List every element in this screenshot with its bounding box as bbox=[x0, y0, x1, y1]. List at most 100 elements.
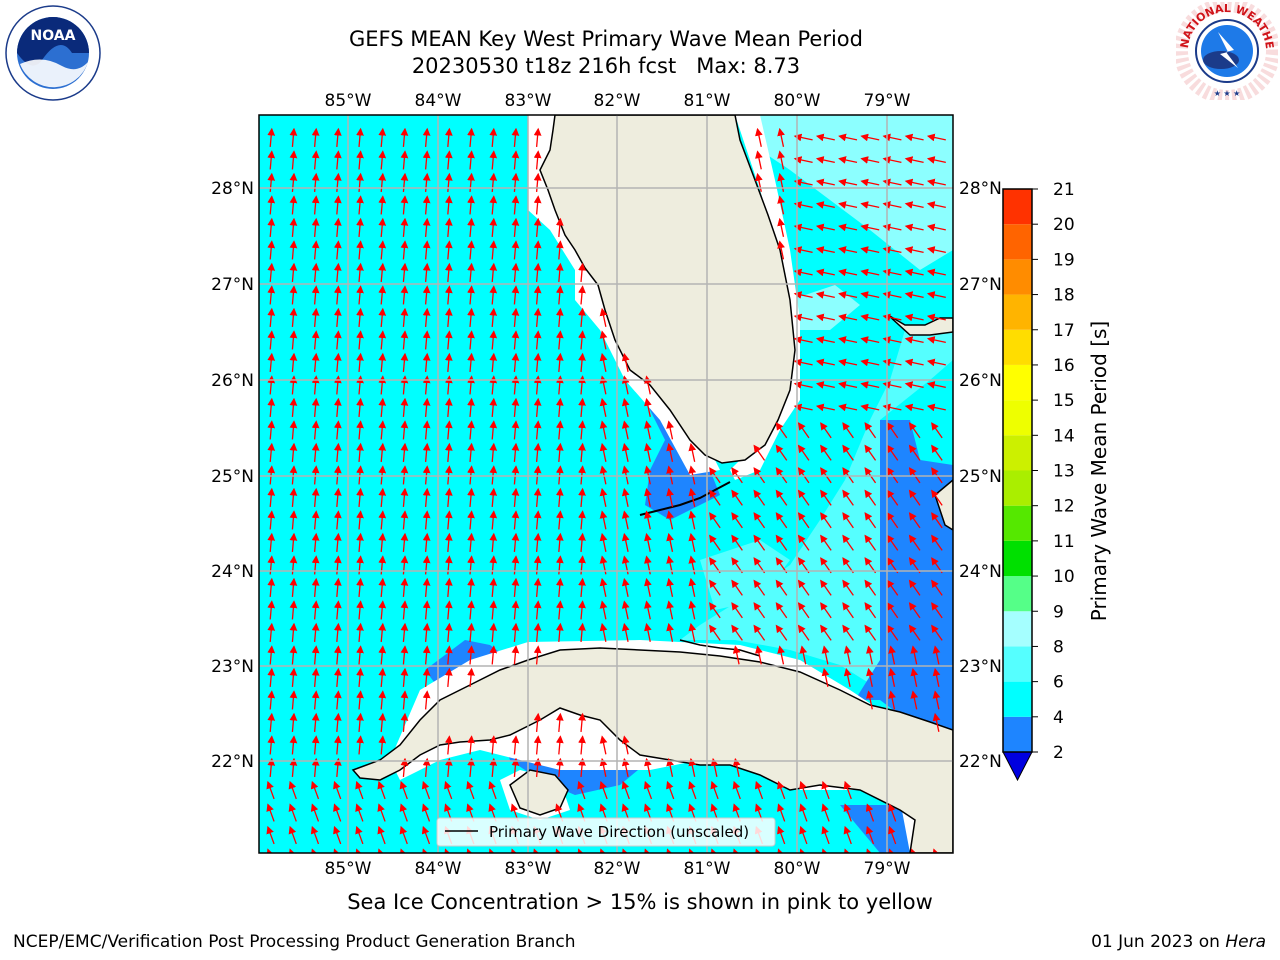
wave-arrow bbox=[288, 825, 297, 845]
wave-arrow bbox=[467, 667, 475, 688]
wave-arrow bbox=[311, 442, 320, 463]
wave-arrow bbox=[467, 397, 475, 418]
wave-arrow bbox=[333, 803, 342, 822]
wave-arrow bbox=[578, 442, 586, 463]
wave-arrow bbox=[333, 712, 342, 733]
wave-arrow bbox=[754, 780, 764, 800]
wave-arrow bbox=[865, 825, 875, 845]
wave-arrow bbox=[777, 803, 786, 822]
wave-arrow bbox=[400, 532, 409, 553]
wave-arrow bbox=[578, 600, 586, 620]
wave-arrow bbox=[489, 600, 498, 620]
wave-arrow bbox=[555, 285, 564, 305]
wave-arrow bbox=[533, 195, 542, 215]
wave-arrow bbox=[666, 420, 674, 440]
wave-arrow bbox=[422, 397, 431, 418]
wave-arrow bbox=[467, 240, 475, 260]
wave-arrow bbox=[467, 352, 475, 373]
wave-arrow bbox=[489, 397, 498, 418]
wave-arrow bbox=[860, 313, 880, 322]
wave-arrow bbox=[797, 444, 810, 461]
wave-arrow bbox=[533, 735, 542, 755]
wave-arrow bbox=[400, 600, 409, 620]
wave-arrow bbox=[732, 645, 741, 665]
wave-arrow bbox=[533, 442, 542, 463]
map-frame bbox=[258, 114, 954, 854]
wave-arrow bbox=[267, 217, 276, 238]
wave-arrow bbox=[926, 268, 946, 277]
wave-arrow bbox=[904, 133, 924, 142]
wave-arrow bbox=[355, 803, 364, 822]
wave-arrow bbox=[489, 240, 498, 260]
wave-arrow bbox=[400, 622, 409, 643]
wave-arrow bbox=[511, 127, 520, 148]
wave-arrow bbox=[267, 532, 276, 553]
wave-arrow bbox=[908, 489, 921, 506]
wave-arrow bbox=[267, 240, 276, 260]
footer-credit: NCEP/EMC/Verification Post Processing Pr… bbox=[13, 932, 576, 952]
wave-arrow bbox=[311, 330, 320, 350]
wave-arrow bbox=[333, 532, 342, 553]
wave-arrow bbox=[820, 444, 832, 461]
wave-arrow bbox=[378, 352, 387, 373]
wave-arrow bbox=[333, 240, 342, 260]
wave-arrow bbox=[333, 487, 342, 508]
wave-arrow bbox=[621, 442, 630, 462]
wave-arrow bbox=[356, 712, 364, 733]
colorbar-tick-label: 11 bbox=[1053, 532, 1075, 552]
wave-arrow bbox=[444, 757, 453, 778]
wave-arrow bbox=[333, 307, 342, 328]
wave-arrow bbox=[400, 195, 409, 215]
colorbar-tick-label: 8 bbox=[1053, 637, 1064, 657]
wave-arrow bbox=[356, 487, 364, 508]
wave-arrow bbox=[356, 172, 364, 193]
wave-arrow bbox=[311, 262, 320, 283]
wave-arrow bbox=[775, 489, 788, 506]
wave-arrow bbox=[356, 150, 364, 170]
wave-arrow bbox=[467, 442, 475, 463]
wave-arrow bbox=[355, 780, 364, 800]
wave-arrow bbox=[555, 510, 564, 530]
wave-arrow bbox=[838, 313, 858, 322]
wave-arrow bbox=[533, 172, 542, 193]
wave-arrow bbox=[578, 487, 586, 508]
wave-arrow bbox=[926, 403, 946, 412]
wave-arrow bbox=[533, 285, 542, 305]
longitude-labels-top: 85°W 84°W 83°W 82°W 81°W 80°W 79°W bbox=[325, 91, 911, 111]
wave-arrow bbox=[555, 217, 564, 238]
wave-arrow bbox=[775, 602, 788, 619]
wave-arrow bbox=[289, 150, 298, 170]
wave-arrow bbox=[400, 285, 409, 305]
lon-label-bottom: 85°W bbox=[325, 859, 372, 879]
wave-arrow bbox=[775, 512, 788, 529]
wave-arrow bbox=[378, 285, 387, 305]
wave-arrow bbox=[444, 622, 453, 643]
wave-arrow bbox=[422, 150, 431, 170]
wave-arrow bbox=[444, 127, 453, 148]
wave-arrow bbox=[400, 442, 409, 463]
wave-arrow bbox=[444, 577, 453, 598]
wave-arrow bbox=[467, 127, 475, 148]
wave-arrow bbox=[755, 150, 763, 170]
wave-arrow bbox=[289, 442, 298, 463]
wave-arrow bbox=[777, 825, 786, 845]
wave-arrow bbox=[621, 600, 630, 620]
colorbar-bin bbox=[1003, 294, 1032, 330]
colorbar-bin bbox=[1003, 505, 1032, 541]
wave-arrow bbox=[511, 397, 520, 418]
wave-arrow bbox=[444, 780, 453, 800]
wave-arrow bbox=[356, 600, 364, 620]
wave-arrow bbox=[799, 825, 808, 845]
wave-arrow bbox=[422, 645, 431, 665]
wave-arrow bbox=[908, 512, 921, 529]
caption: Sea Ice Concentration > 15% is shown in … bbox=[347, 890, 933, 914]
wave-arrow bbox=[421, 803, 431, 822]
wave-arrow bbox=[489, 330, 498, 350]
wave-arrow bbox=[644, 757, 652, 777]
colorbar-bin bbox=[1003, 716, 1032, 752]
wave-arrow bbox=[777, 645, 785, 665]
wave-arrow bbox=[865, 803, 875, 822]
colorbar-tick-label: 14 bbox=[1053, 426, 1075, 446]
wave-arrow bbox=[932, 645, 941, 665]
wave-arrow bbox=[533, 712, 542, 733]
